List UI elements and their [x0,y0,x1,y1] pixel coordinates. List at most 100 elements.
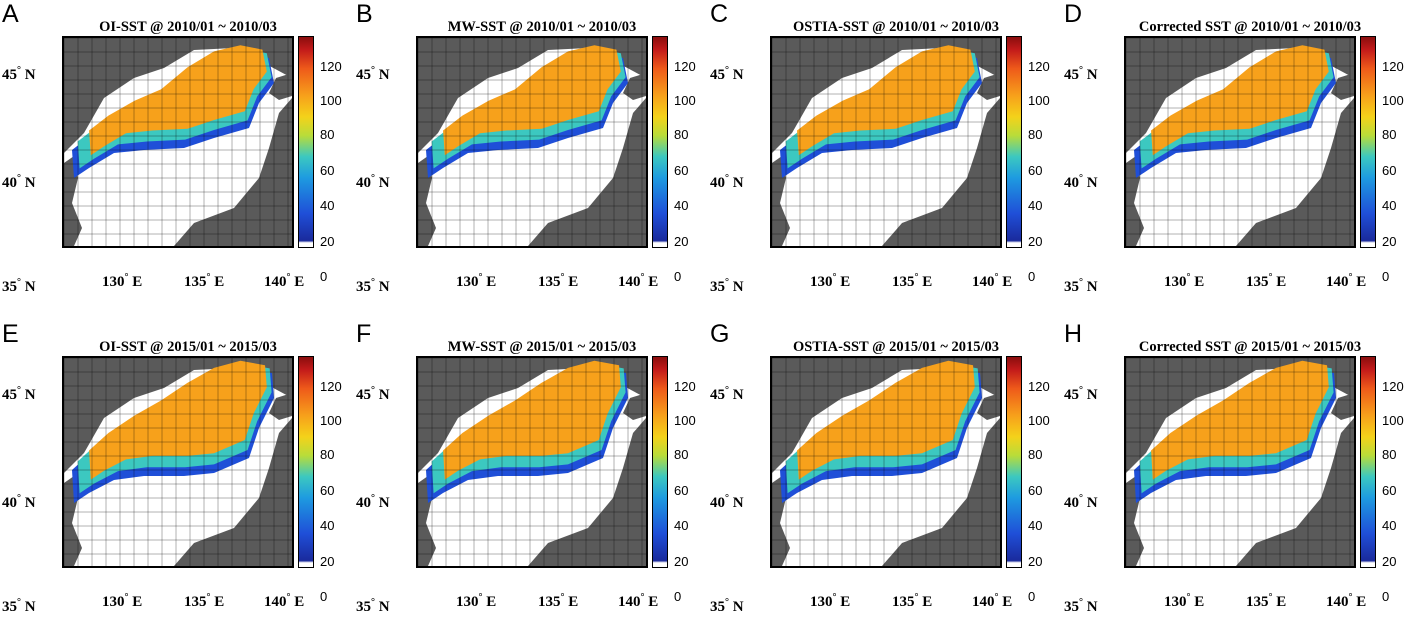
sst-warm-core [89,360,267,480]
latitude-label: 35° N [2,597,36,615]
longitude-label: 140° E [972,592,1013,610]
longitude-label: 135° E [892,272,933,290]
colorbar-tick-label: 40 [1028,518,1043,533]
colorbar [1360,36,1376,248]
panel-letter: B [356,0,373,28]
latitude-label: 35° N [710,597,744,615]
latitude-label: 45° N [710,65,744,83]
sst-map [770,36,1002,248]
longitude-label: 130° E [1164,272,1205,290]
panel-title: Corrected SST @ 2010/01 ~ 2010/03 [1138,19,1362,35]
panel-e: E OI-SST @ 2015/01 ~ 2015/03 120 100 80 60 40 2… [0,320,354,640]
colorbar-tick-label: 80 [1028,447,1043,462]
colorbar-tick-label: 80 [320,127,335,142]
land-mass [1126,156,1144,246]
colorbar-tick-label: 120 [1028,379,1050,394]
latitude-label: 40° N [356,173,390,191]
longitude-label: 130° E [1164,592,1205,610]
latitude-label: 40° N [710,173,744,191]
colorbar-tick-label: 40 [320,518,335,533]
sst-warm-core [443,360,621,480]
sst-warm-core [1151,45,1329,156]
latitude-label: 40° N [1064,173,1098,191]
sst-map [770,356,1002,568]
sst-warm-core [89,45,267,156]
land-mass [528,418,646,566]
latitude-label: 45° N [356,385,390,403]
longitude-label: 130° E [102,592,143,610]
latitude-label: 35° N [1064,597,1098,615]
longitude-label: 140° E [1326,272,1367,290]
colorbar [1006,356,1022,568]
land-mass [882,418,1000,566]
colorbar-tick-label: 20 [1382,554,1397,569]
longitude-label: 140° E [972,272,1013,290]
panel-title: OI-SST @ 2015/01 ~ 2015/03 [99,339,277,355]
sst-warm-core [1151,360,1329,480]
longitude-label: 140° E [264,592,305,610]
colorbar-tick-label: 80 [674,127,689,142]
colorbar-tick-label: 40 [320,198,335,213]
panel-h: H Corrected SST @ 2015/01 ~ 2015/03 120 100… [1062,320,1416,640]
colorbar-tick-label: 60 [1028,163,1043,178]
colorbar-tick-label: 0 [320,589,328,604]
longitude-label: 140° E [1326,592,1367,610]
colorbar-tick-label: 60 [674,163,689,178]
colorbar-tick-label: 20 [320,234,335,249]
longitude-label: 135° E [1246,272,1287,290]
colorbar-tick-label: 100 [674,93,696,108]
land-mass [528,98,646,246]
panel-b: B MW-SST @ 2010/01 ~ 2010/03 120 100 80 60 40 2… [354,0,708,320]
colorbar-tick-label: 40 [1382,518,1397,533]
longitude-label: 140° E [264,272,305,290]
longitude-label: 130° E [102,272,143,290]
panel-letter: A [2,0,19,28]
colorbar-tick-label: 0 [674,589,682,604]
panel-title: OSTIA-SST @ 2010/01 ~ 2010/03 [792,19,1000,35]
colorbar-tick-label: 100 [1382,413,1404,428]
panel-letter: H [1064,320,1083,348]
colorbar-tick-label: 120 [674,59,696,74]
latitude-label: 35° N [356,597,390,615]
colorbar-tick-label: 80 [1382,127,1397,142]
latitude-label: 35° N [710,277,744,295]
colorbar-tick-label: 0 [1028,269,1036,284]
sst-map [416,36,648,248]
longitude-label: 135° E [184,272,225,290]
colorbar-tick-label: 120 [1028,59,1050,74]
panel-d: D Corrected SST @ 2010/01 ~ 2010/03 120 100… [1062,0,1416,320]
land-mass [64,358,292,473]
panel-title: MW-SST @ 2010/01 ~ 2010/03 [447,19,637,35]
latitude-label: 35° N [1064,277,1098,295]
latitude-label: 45° N [710,385,744,403]
colorbar-tick-label: 100 [320,93,342,108]
colorbar-tick-label: 80 [674,447,689,462]
longitude-label: 135° E [892,592,933,610]
longitude-label: 130° E [810,272,851,290]
latitude-label: 40° N [1064,493,1098,511]
longitude-label: 130° E [456,592,497,610]
panel-title: OSTIA-SST @ 2015/01 ~ 2015/03 [792,339,1000,355]
colorbar-tick-label: 120 [674,379,696,394]
colorbar-tick-label: 120 [1382,379,1404,394]
colorbar-tick-label: 60 [1028,483,1043,498]
colorbar-tick-label: 100 [1028,413,1050,428]
panel-letter: C [710,0,729,28]
panel-letter: D [1064,0,1083,28]
panel-c: C OSTIA-SST @ 2010/01 ~ 2010/03 120 100 80 60… [708,0,1062,320]
colorbar-tick-label: 100 [320,413,342,428]
sst-map [62,36,294,248]
sst-map-svg [64,38,292,246]
colorbar [1360,356,1376,568]
sst-map-svg [418,38,646,246]
colorbar [298,36,314,248]
colorbar-tick-label: 0 [1382,589,1390,604]
latitude-label: 40° N [2,493,36,511]
land-mass [1236,98,1354,246]
colorbar-tick-label: 0 [674,269,682,284]
colorbar-tick-label: 40 [1382,198,1397,213]
colorbar-tick-label: 100 [1382,93,1404,108]
land-mass [1126,38,1354,153]
sst-map [62,356,294,568]
colorbar [652,36,668,248]
